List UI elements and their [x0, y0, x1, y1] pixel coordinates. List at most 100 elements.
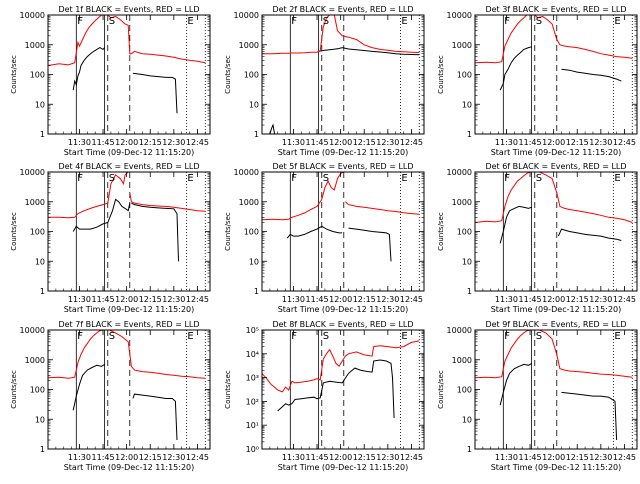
marker-letter-s: S [323, 173, 329, 184]
series-line-lld [475, 15, 528, 64]
series-line-events [561, 391, 618, 441]
y-tick-label: 100 [30, 71, 45, 80]
y-tick-label: 100 [244, 71, 259, 80]
panel-title: Det 1f BLACK = Events, RED = LLD [58, 5, 199, 14]
series-line-events [72, 47, 105, 91]
marker-letter-s: S [109, 16, 115, 27]
marker-letter-e: E [401, 16, 407, 27]
plot-area [262, 172, 420, 291]
series-line-events [72, 198, 131, 232]
x-axis-label: Start Time (09-Dec-12 11:15:20) [64, 305, 195, 314]
y-tick-label: 10 [462, 257, 472, 266]
y-tick-label: 10000 [234, 168, 259, 177]
y-tick-label: 1 [40, 287, 45, 296]
x-tick-label: 12:30 [162, 295, 185, 304]
x-tick-label: 11:30 [68, 138, 91, 147]
series-line-lld [107, 15, 206, 64]
detector-panel-2: Det 2f BLACK = Events, RED = LLD F S E 1 10 10… [224, 5, 425, 157]
x-tick-label: 12:15 [139, 295, 162, 304]
x-axis-label: Start Time (09-Dec-12 11:15:20) [491, 305, 622, 314]
marker-letter-f: F [504, 173, 510, 184]
y-tick-label: 1 [254, 287, 259, 296]
y-tick-label: 10000 [447, 168, 472, 177]
y-tick-label: 10000 [20, 11, 45, 20]
x-tick-label: 11:45 [519, 295, 542, 304]
plot-area [48, 172, 206, 291]
detector-panel-6: Det 6f BLACK = Events, RED = LLD F S E 1 10 10… [437, 162, 638, 314]
series-line-events [561, 68, 622, 82]
y-tick-label: 10 [35, 100, 45, 109]
y-tick-label: 1 [467, 130, 472, 139]
y-tick-label: 1000 [25, 41, 45, 50]
marker-letter-f: F [291, 173, 297, 184]
series-line-lld [539, 172, 633, 223]
y-tick-label: 100 [30, 228, 45, 237]
plot-frame [474, 14, 638, 135]
series-line-events [132, 393, 178, 441]
y-tick-label: 10 [35, 257, 45, 266]
x-tick-label: 12:15 [566, 295, 589, 304]
y-tick-label: 10 [249, 100, 259, 109]
series-line-lld [109, 330, 206, 379]
x-tick-label: 12:00 [115, 138, 138, 147]
y-tick-label: 1000 [239, 198, 259, 207]
y-tick-label: 1000 [452, 356, 472, 365]
marker-letter-s: S [323, 16, 329, 27]
x-tick-label: 12:00 [329, 453, 352, 462]
series-line-lld [262, 340, 420, 393]
detector-panel-4: Det 4f BLACK = Events, RED = LLD F S E 1 10 10… [10, 162, 211, 314]
x-tick-label: 12:45 [400, 295, 423, 304]
plot-area [48, 330, 206, 449]
y-tick-label: 100 [457, 71, 472, 80]
x-tick-label: 12:00 [115, 453, 138, 462]
series-line-lld [48, 172, 129, 219]
x-tick-label: 12:30 [589, 295, 612, 304]
marker-letter-s: S [109, 173, 115, 184]
y-tick-label: 10000 [447, 11, 472, 20]
x-tick-label: 12:30 [589, 138, 612, 147]
y-tick-label: 1000 [452, 41, 472, 50]
x-tick-label: 11:45 [519, 453, 542, 462]
x-tick-label: 11:30 [68, 453, 91, 462]
detector-panel-3: Det 3f BLACK = Events, RED = LLD F S E 1 10 10… [437, 5, 638, 157]
marker-letter-f: F [291, 331, 297, 342]
x-tick-label: 12:45 [400, 453, 423, 462]
series-line-events [269, 123, 276, 134]
y-tick-label: 10 [462, 100, 472, 109]
y-axis-label: Counts/sec [437, 370, 445, 409]
x-axis-label: Start Time (09-Dec-12 11:15:20) [278, 148, 409, 157]
panel-title: Det 9f BLACK = Events, RED = LLD [485, 320, 626, 329]
y-tick-label: 1 [254, 130, 259, 139]
y-tick-label: 10000 [447, 326, 472, 335]
series-line-lld [262, 172, 345, 221]
series-line-events [348, 227, 392, 262]
y-axis-label: Counts/sec [224, 55, 232, 94]
x-tick-label: 11:45 [92, 295, 115, 304]
x-tick-label: 12:00 [542, 453, 565, 462]
series-line-events [131, 202, 179, 262]
x-tick-label: 11:30 [495, 138, 518, 147]
x-axis-label: Start Time (09-Dec-12 11:15:20) [278, 305, 409, 314]
y-axis-label: Counts/sec [10, 212, 18, 251]
marker-letter-f: F [77, 16, 83, 27]
marker-letter-s: S [536, 331, 542, 342]
marker-letter-f: F [77, 173, 83, 184]
y-tick-label: 10⁰ [246, 445, 259, 454]
x-tick-label: 12:30 [376, 295, 399, 304]
x-axis-label: Start Time (09-Dec-12 11:15:20) [491, 463, 622, 472]
plot-frame [261, 329, 425, 450]
marker-letter-s: S [536, 173, 542, 184]
x-tick-label: 12:15 [353, 138, 376, 147]
y-axis-label: Counts/sec [10, 55, 18, 94]
panel-title: Det 4f BLACK = Events, RED = LLD [58, 162, 199, 171]
series-line-lld [333, 15, 420, 53]
detector-panel-9: Det 9f BLACK = Events, RED = LLD F S E 1 10 10… [437, 320, 638, 472]
x-tick-label: 11:30 [68, 295, 91, 304]
y-tick-label: 10⁵ [246, 326, 259, 335]
x-tick-label: 12:30 [589, 453, 612, 462]
detector-panel-5: Det 5f BLACK = Events, RED = LLD F S E 1 10 10… [224, 162, 425, 314]
x-tick-label: 11:30 [282, 138, 305, 147]
y-tick-label: 10 [249, 257, 259, 266]
panel-title: Det 7f BLACK = Events, RED = LLD [58, 320, 199, 329]
